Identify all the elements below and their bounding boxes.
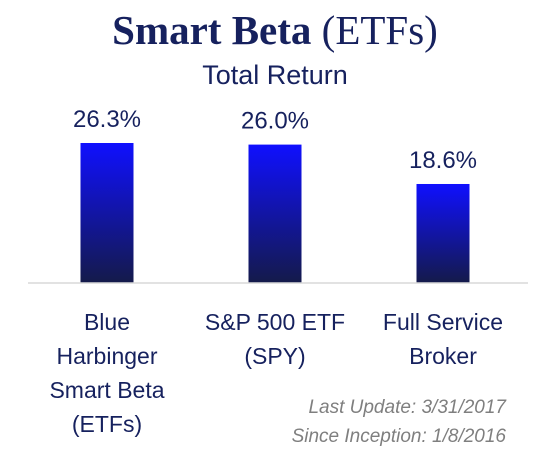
since-inception-text: Since Inception: 1/8/2016 xyxy=(291,426,506,447)
category-label-line: S&P 500 ETF xyxy=(204,309,346,335)
chart-title-bold: Smart Beta xyxy=(112,7,312,53)
update-info: Last Update: 3/31/2017 Since Inception: … xyxy=(292,393,506,451)
category-label-2: S&P 500 ETF (SPY) xyxy=(195,305,355,373)
bar-1 xyxy=(80,143,134,283)
category-label-1: Blue Harbinger Smart Beta (ETFs) xyxy=(27,305,187,441)
chart-title: Smart Beta (ETFs) xyxy=(0,6,550,54)
value-label-3: 18.6% xyxy=(409,147,477,174)
chart-title-rest: (ETFs) xyxy=(321,7,438,53)
category-label-line: Blue xyxy=(83,309,131,335)
category-label-line: (ETFs) xyxy=(71,411,143,437)
category-label-line: Full Service xyxy=(382,309,504,335)
last-update-text: Last Update: 3/31/2017 xyxy=(308,397,506,418)
category-label-line: Broker xyxy=(409,343,477,369)
category-label-line: Harbinger xyxy=(56,343,158,369)
bar-2 xyxy=(248,144,302,283)
bar-3 xyxy=(416,183,470,283)
value-label-1: 26.3% xyxy=(73,106,141,133)
category-label-line: (SPY) xyxy=(244,343,306,369)
value-label-2: 26.0% xyxy=(241,108,309,135)
category-label-3: Full Service Broker xyxy=(363,305,523,373)
category-label-line: Smart Beta xyxy=(49,377,165,403)
chart-subtitle: Total Return xyxy=(202,60,348,90)
